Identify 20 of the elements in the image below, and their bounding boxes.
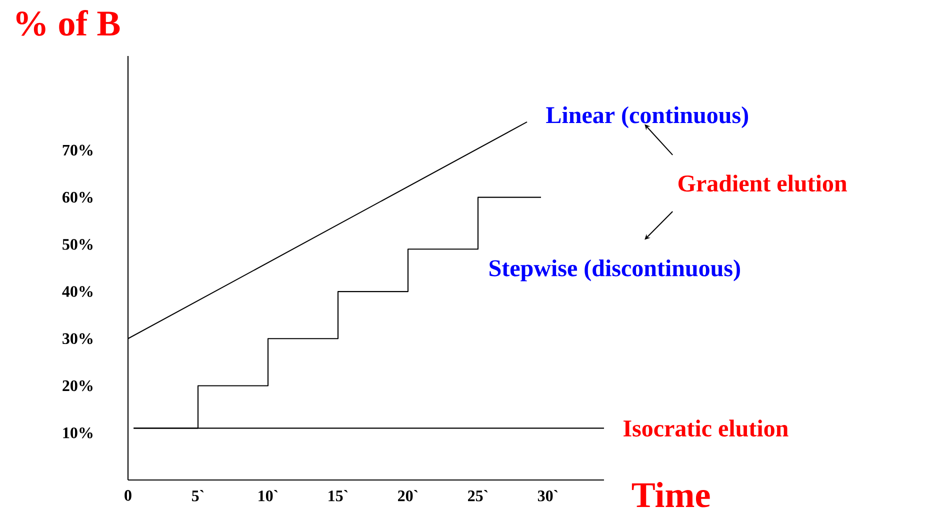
y-tick-label: 30% xyxy=(62,333,92,344)
y-tick-label: 60% xyxy=(62,192,92,203)
y-tick-label: 70% xyxy=(62,144,92,156)
series-label: Linear (continuous) xyxy=(546,106,748,128)
x-tick-label: 30` xyxy=(538,490,558,502)
y-axis-title: % of B xyxy=(16,10,120,36)
y-tick-label: 10% xyxy=(63,427,92,438)
y-tick-label: 20% xyxy=(62,380,92,392)
x-tick-label: 10` xyxy=(258,490,278,502)
x-tick-label: 20` xyxy=(398,490,418,502)
x-tick-label: 25` xyxy=(468,490,488,502)
x-tick-label: 15` xyxy=(328,490,348,502)
x-tick-label: 0 xyxy=(124,490,132,501)
x-tick-label: 5` xyxy=(192,490,204,502)
legend-label: Stepwise (discontinuous) xyxy=(490,259,740,282)
y-tick-label: 40% xyxy=(62,286,92,297)
text: Gradient elution xyxy=(678,174,847,192)
y-tick-label: 50% xyxy=(62,239,92,250)
x-axis-title: Time xyxy=(632,482,710,508)
series-label: Isocratic elution xyxy=(624,420,788,437)
